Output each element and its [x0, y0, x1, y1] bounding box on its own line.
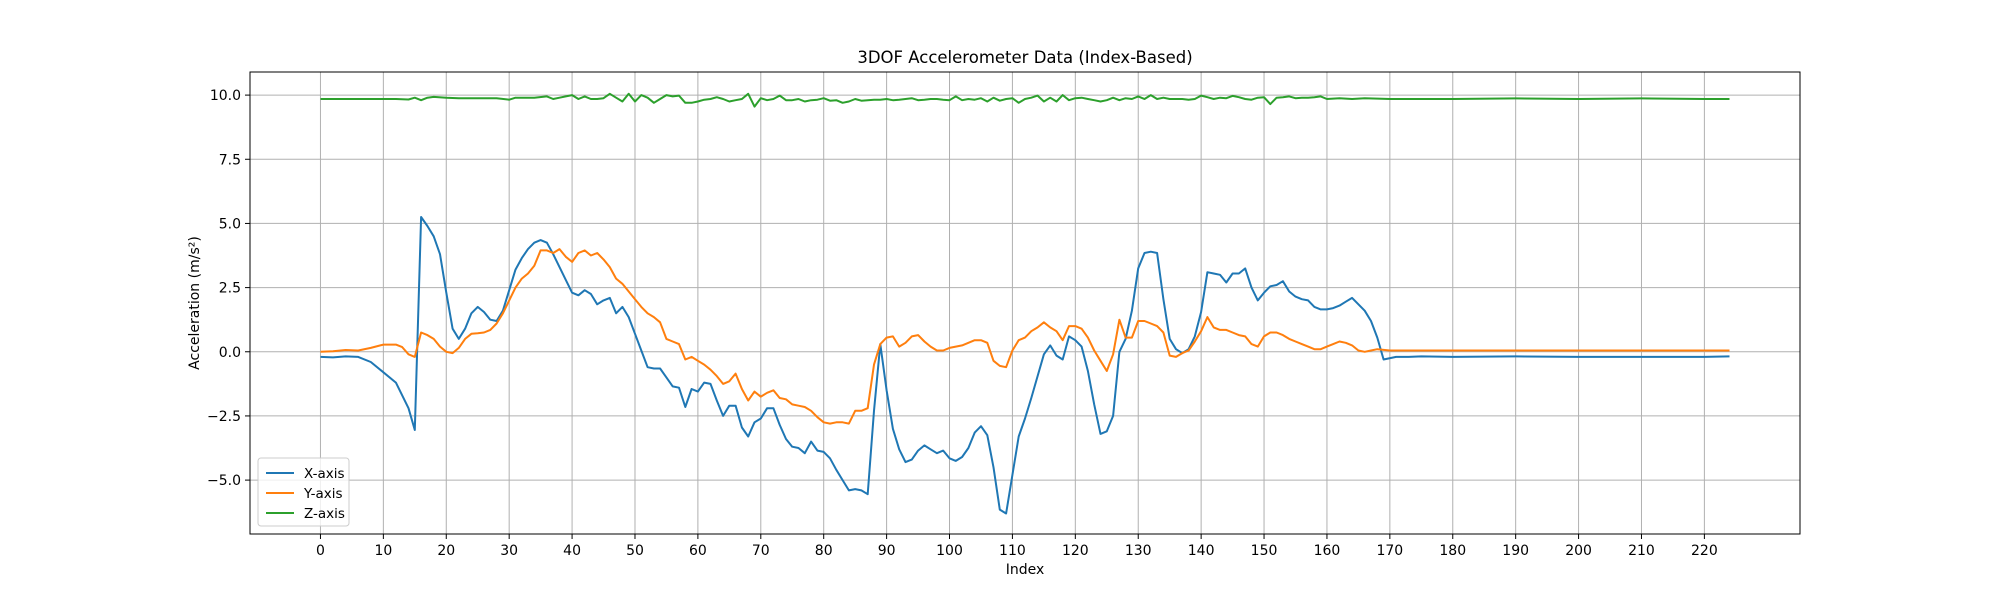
x-tick-label: 10: [374, 543, 392, 559]
y-ticks: −5.0 −2.5 0.0 2.5 5.0 7.5 10.0: [207, 88, 250, 489]
y-tick-label: −5.0: [207, 473, 241, 489]
series-line-y: [320, 248, 1730, 425]
legend-label-x: X-axis: [304, 466, 345, 482]
legend-label-z: Z-axis: [304, 506, 345, 522]
plot-lines: [320, 92, 1730, 515]
x-tick-label: 100: [936, 543, 963, 559]
x-tick-label: 70: [752, 543, 770, 559]
y-axis-label: Acceleration (m/s²): [187, 236, 203, 370]
series-line-z: [320, 92, 1730, 108]
x-tick-label: 110: [999, 543, 1026, 559]
x-tick-label: 200: [1565, 543, 1592, 559]
y-tick-label: 10.0: [210, 88, 241, 104]
x-tick-label: 150: [1251, 543, 1278, 559]
x-tick-label: 50: [626, 543, 644, 559]
x-tick-label: 180: [1439, 543, 1466, 559]
legend-box: [257, 457, 350, 527]
y-tick-label: 2.5: [219, 281, 241, 297]
x-tick-label: 220: [1691, 543, 1718, 559]
series-line-x: [320, 216, 1730, 515]
x-tick-label: 130: [1125, 543, 1152, 559]
x-ticks: 0 10 20 30 40 50 60 70 80 90 100 110 120 130 140 150 160…: [316, 534, 1718, 559]
x-tick-label: 0: [316, 543, 325, 559]
x-tick-label: 120: [1062, 543, 1089, 559]
x-tick-label: 210: [1628, 543, 1655, 559]
x-tick-label: 160: [1314, 543, 1341, 559]
y-tick-label: −2.5: [207, 409, 241, 425]
y-tick-label: 7.5: [219, 152, 241, 168]
x-tick-label: 190: [1502, 543, 1529, 559]
x-tick-label: 80: [815, 543, 833, 559]
y-tick-label: 0.0: [219, 345, 241, 361]
chart-title: 3DOF Accelerometer Data (Index-Based): [857, 48, 1192, 67]
x-tick-label: 140: [1188, 543, 1215, 559]
x-tick-label: 30: [500, 543, 518, 559]
x-tick-label: 90: [878, 543, 896, 559]
x-tick-label: 60: [689, 543, 707, 559]
legend-label-y: Y-axis: [303, 486, 343, 502]
x-tick-label: 170: [1376, 543, 1403, 559]
x-tick-label: 20: [437, 543, 455, 559]
legend: X-axis Y-axis Z-axis: [257, 457, 350, 527]
x-tick-label: 40: [563, 543, 581, 559]
x-axis-label: Index: [1006, 562, 1045, 578]
y-tick-label: 5.0: [219, 216, 241, 232]
plot-frame: [249, 71, 1801, 535]
